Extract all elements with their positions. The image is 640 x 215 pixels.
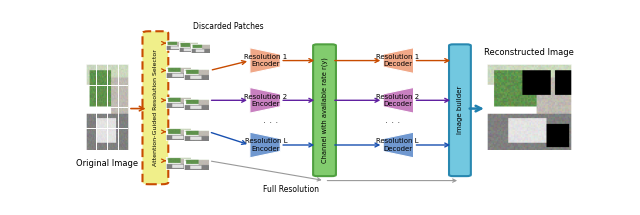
- Polygon shape: [250, 48, 280, 73]
- Text: Attention-Guided Resolution Selector: Attention-Guided Resolution Selector: [153, 49, 158, 166]
- Polygon shape: [383, 88, 413, 113]
- Text: Discarded Patches: Discarded Patches: [193, 22, 264, 31]
- Polygon shape: [250, 132, 280, 158]
- Text: Resolution L
Encoder: Resolution L Encoder: [244, 138, 287, 152]
- Text: Channel with available rate r(y): Channel with available rate r(y): [321, 57, 328, 163]
- Text: Resolution L
Decoder: Resolution L Decoder: [376, 138, 419, 152]
- Text: Reconstructed Image: Reconstructed Image: [484, 48, 574, 57]
- Text: Resolution 1
Encoder: Resolution 1 Encoder: [244, 54, 287, 67]
- Polygon shape: [250, 88, 280, 113]
- Text: Resolution 2
Encoder: Resolution 2 Encoder: [244, 94, 287, 107]
- Polygon shape: [383, 132, 413, 158]
- Polygon shape: [383, 48, 413, 73]
- FancyBboxPatch shape: [143, 31, 168, 184]
- Text: Image builder: Image builder: [457, 86, 463, 134]
- Text: Resolution 1
Decoder: Resolution 1 Decoder: [376, 54, 419, 67]
- Text: Resolution 2
Decoder: Resolution 2 Decoder: [376, 94, 419, 107]
- Text: Original Image: Original Image: [76, 159, 138, 168]
- Text: · · ·: · · ·: [263, 118, 278, 128]
- FancyBboxPatch shape: [449, 44, 471, 176]
- FancyBboxPatch shape: [313, 44, 336, 176]
- Text: Full Resolution: Full Resolution: [264, 185, 319, 194]
- Text: · · ·: · · ·: [385, 118, 400, 128]
